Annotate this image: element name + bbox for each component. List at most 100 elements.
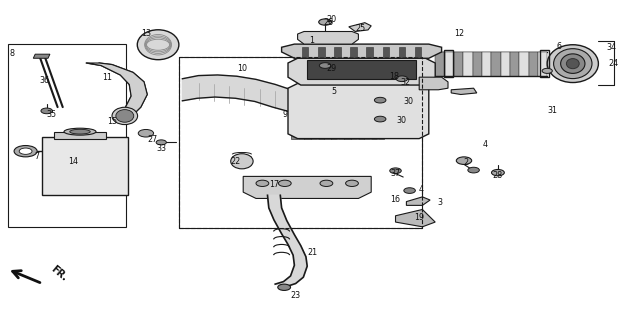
Circle shape: [66, 156, 77, 162]
Ellipse shape: [566, 59, 579, 69]
Polygon shape: [349, 23, 371, 32]
Text: 11: 11: [102, 73, 113, 82]
Bar: [538, 52, 547, 76]
Bar: [338, 90, 344, 139]
Polygon shape: [419, 77, 448, 90]
Circle shape: [374, 97, 386, 103]
Bar: [472, 52, 482, 76]
Text: 12: 12: [454, 29, 465, 38]
Text: 29: 29: [326, 64, 337, 73]
Bar: [415, 47, 421, 57]
Text: 3: 3: [438, 198, 443, 207]
Polygon shape: [288, 83, 429, 139]
Bar: [291, 90, 298, 139]
Ellipse shape: [554, 49, 592, 79]
Text: 6: 6: [556, 42, 561, 51]
Circle shape: [278, 180, 291, 186]
Circle shape: [41, 108, 52, 114]
Bar: [8, 44, 126, 227]
Circle shape: [278, 284, 291, 290]
Bar: [331, 90, 337, 139]
Text: 8: 8: [9, 49, 14, 58]
Polygon shape: [243, 176, 371, 198]
Circle shape: [138, 129, 154, 137]
Text: 13: 13: [141, 29, 151, 38]
Bar: [364, 90, 371, 139]
Text: 19: 19: [414, 214, 424, 222]
Text: 20: 20: [326, 15, 337, 24]
Circle shape: [396, 76, 408, 82]
Bar: [344, 90, 351, 139]
Polygon shape: [268, 195, 307, 286]
Text: 5: 5: [332, 88, 337, 96]
Polygon shape: [451, 88, 477, 94]
Bar: [371, 90, 377, 139]
Bar: [298, 90, 304, 139]
Polygon shape: [86, 63, 147, 114]
Text: 37: 37: [390, 169, 401, 178]
Text: 4: 4: [419, 185, 424, 193]
Bar: [540, 50, 549, 77]
Bar: [435, 52, 445, 76]
Text: 35: 35: [46, 110, 56, 118]
Bar: [500, 52, 510, 76]
Bar: [42, 137, 128, 195]
Circle shape: [404, 188, 415, 193]
Bar: [311, 90, 317, 139]
Text: 4: 4: [483, 140, 488, 149]
Polygon shape: [307, 60, 416, 79]
Text: 25: 25: [355, 25, 365, 33]
Circle shape: [319, 19, 332, 25]
Bar: [318, 90, 324, 139]
Circle shape: [468, 167, 479, 173]
Circle shape: [19, 148, 32, 154]
Text: 2: 2: [463, 158, 468, 167]
Circle shape: [492, 169, 504, 176]
Circle shape: [346, 180, 358, 186]
Bar: [179, 57, 422, 228]
Ellipse shape: [231, 154, 253, 169]
Circle shape: [374, 116, 386, 122]
Polygon shape: [282, 44, 442, 58]
Text: 18: 18: [389, 72, 399, 81]
Ellipse shape: [64, 128, 96, 135]
Text: 27: 27: [147, 135, 157, 144]
Text: 16: 16: [390, 195, 401, 203]
Circle shape: [390, 168, 401, 174]
Circle shape: [542, 68, 552, 73]
Polygon shape: [33, 54, 50, 58]
Circle shape: [320, 180, 333, 186]
Bar: [482, 52, 492, 76]
Ellipse shape: [70, 129, 90, 134]
Bar: [463, 52, 472, 76]
Polygon shape: [396, 209, 435, 227]
Text: 33: 33: [157, 144, 167, 153]
Circle shape: [156, 140, 166, 145]
Text: 1: 1: [309, 36, 314, 44]
Bar: [510, 52, 519, 76]
Bar: [302, 47, 308, 57]
Bar: [351, 90, 357, 139]
Bar: [383, 47, 389, 57]
Text: 9: 9: [282, 110, 287, 118]
Text: 26: 26: [323, 18, 333, 27]
Circle shape: [256, 180, 269, 186]
Text: 30: 30: [403, 97, 413, 106]
Ellipse shape: [547, 45, 598, 83]
Bar: [367, 47, 373, 57]
Text: 7: 7: [35, 152, 40, 161]
Text: 31: 31: [547, 106, 557, 115]
Text: 34: 34: [606, 43, 616, 52]
Bar: [378, 90, 384, 139]
Bar: [358, 90, 364, 139]
Text: 22: 22: [230, 157, 241, 166]
Polygon shape: [182, 75, 291, 112]
Ellipse shape: [112, 107, 138, 124]
Polygon shape: [288, 57, 435, 85]
Text: 23: 23: [291, 291, 301, 300]
Text: 32: 32: [400, 78, 410, 87]
Bar: [318, 47, 324, 57]
Polygon shape: [298, 32, 358, 44]
Bar: [519, 52, 529, 76]
Bar: [54, 132, 106, 139]
